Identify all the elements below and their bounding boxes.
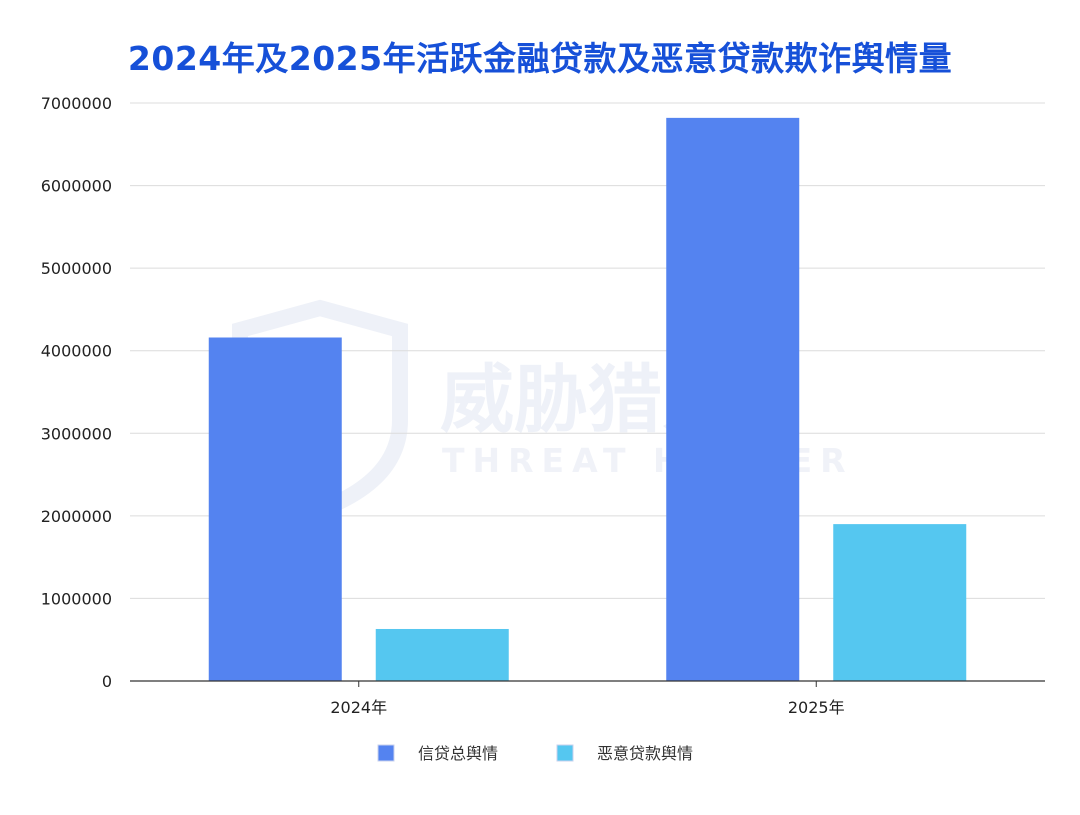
y-tick-label: 0	[102, 672, 112, 691]
bar-1	[208, 337, 342, 681]
legend-label: 恶意贷款舆情	[597, 744, 693, 763]
bars	[208, 117, 967, 681]
legend: 信贷总舆情 恶意贷款舆情	[377, 744, 693, 763]
bar-2	[375, 628, 509, 681]
chart-title: 2024年及2025年活跃金融贷款及恶意贷款欺诈舆情量	[127, 39, 953, 78]
y-tick-label: 3000000	[41, 424, 112, 443]
y-tick-label: 2000000	[41, 507, 112, 526]
legend-label: 信贷总舆情	[418, 744, 498, 763]
x-axis: 2024年 2025年	[330, 681, 845, 717]
legend-swatch	[377, 744, 395, 762]
bar-1	[666, 117, 800, 681]
y-tick-label: 7000000	[41, 94, 112, 113]
y-tick-label: 4000000	[41, 342, 112, 361]
y-axis: 0 1000000 2000000 3000000 4000000 5000000 6000…	[41, 94, 112, 691]
y-tick-label: 1000000	[41, 589, 112, 608]
y-tick-label: 6000000	[41, 177, 112, 196]
x-tick-label: 2024年	[330, 698, 387, 717]
legend-swatch	[556, 744, 574, 762]
y-tick-label: 5000000	[41, 259, 112, 278]
x-tick-label: 2025年	[788, 698, 845, 717]
bar-2	[833, 524, 967, 681]
